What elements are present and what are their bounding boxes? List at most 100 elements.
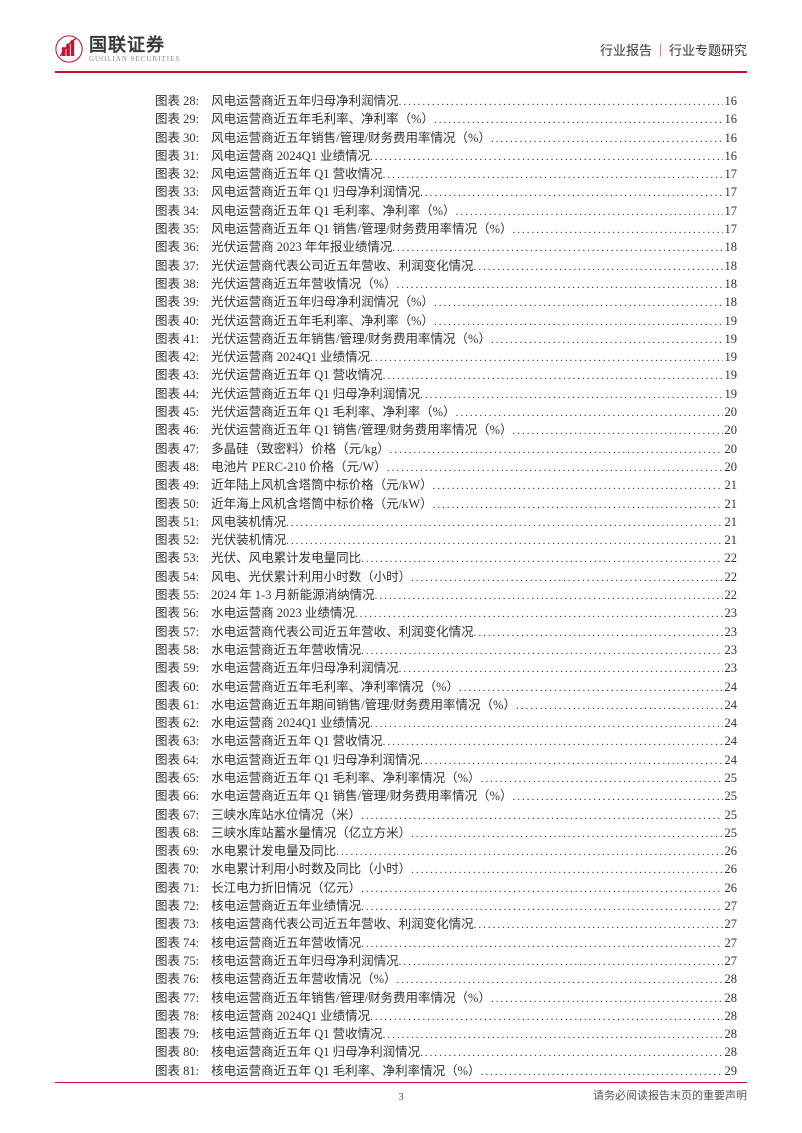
toc-label: 图表 51:: [155, 514, 199, 531]
toc-row: 图表 66:水电运营商近五年 Q1 销售/管理/财务费用率情况（%）25: [155, 788, 737, 806]
toc-row: 图表 53:光伏、风电累计发电量同比22: [155, 550, 737, 568]
toc-dots: [361, 808, 722, 825]
toc-dots: [434, 112, 722, 129]
toc-label: 图表 50:: [155, 496, 199, 513]
toc-page: 27: [723, 898, 738, 915]
toc-row: 图表 61:水电运营商近五年期间销售/管理/财务费用率情况（%）24: [155, 697, 737, 715]
toc-page: 16: [723, 148, 738, 165]
toc-dots: [361, 643, 722, 660]
toc-row: 图表 45:光伏运营商近五年 Q1 毛利率、净利率（%）20: [155, 404, 737, 422]
toc-row: 图表 44:光伏运营商近五年 Q1 归母净利润情况19: [155, 386, 737, 404]
toc-dots: [434, 314, 722, 331]
toc-row: 图表 78:核电运营商 2024Q1 业绩情况28: [155, 1008, 737, 1026]
toc-row: 图表 65:水电运营商近五年 Q1 毛利率、净利率情况（%）25: [155, 770, 737, 788]
toc-page: 21: [723, 496, 738, 513]
toc-label: 图表 55:: [155, 587, 199, 604]
toc-label: 图表 66:: [155, 788, 199, 805]
toc-dots: [420, 387, 722, 404]
toc-page: 16: [723, 130, 738, 147]
toc-dots: [456, 405, 723, 422]
toc-page: 20: [723, 441, 738, 458]
toc-page: 20: [723, 422, 738, 439]
toc-title: 水电运营商近五年 Q1 销售/管理/财务费用率情况（%）: [211, 788, 512, 805]
toc-label: 图表 80:: [155, 1044, 199, 1061]
header-right: 行业报告｜行业专题研究: [600, 40, 747, 59]
toc-row: 图表 40:光伏运营商近五年毛利率、净利率（%）19: [155, 313, 737, 331]
toc-title: 光伏运营商近五年营收情况（%）: [211, 276, 396, 293]
toc-row: 图表 37:光伏运营商代表公司近五年营收、利润变化情况18: [155, 258, 737, 276]
toc-label: 图表 28:: [155, 93, 199, 110]
footer-disclaimer: 请务必阅读报告末页的重要声明: [593, 1087, 747, 1103]
toc-title: 核电运营商近五年营收情况（%）: [211, 971, 396, 988]
toc-page: 25: [723, 807, 738, 824]
toc-dots: [361, 936, 722, 953]
toc-dots: [355, 606, 723, 623]
toc-label: 图表 54:: [155, 569, 199, 586]
toc-label: 图表 75:: [155, 953, 199, 970]
toc-row: 图表 58:水电运营商近五年营收情况23: [155, 642, 737, 660]
toc-label: 图表 60:: [155, 679, 199, 696]
toc-label: 图表 42:: [155, 349, 199, 366]
toc-page: 27: [723, 916, 738, 933]
toc-page: 19: [723, 349, 738, 366]
toc-dots: [370, 716, 722, 733]
toc-title: 光伏运营商 2023 年年报业绩情况: [211, 239, 392, 256]
toc-dots: [459, 680, 722, 697]
toc-row: 图表 42:光伏运营商 2024Q1 业绩情况19: [155, 349, 737, 367]
toc-label: 图表 59:: [155, 660, 199, 677]
toc-row: 图表 60:水电运营商近五年毛利率、净利率情况（%）24: [155, 679, 737, 697]
toc-label: 图表 69:: [155, 843, 199, 860]
toc-title: 2024 年 1-3 月新能源消纳情况: [211, 587, 375, 604]
toc-label: 图表 56:: [155, 605, 199, 622]
toc-label: 图表 47:: [155, 441, 199, 458]
toc-page: 24: [723, 697, 738, 714]
toc-title: 水电运营商近五年 Q1 营收情况: [211, 733, 383, 750]
toc-page: 23: [723, 605, 738, 622]
toc-title: 光伏装机情况: [211, 532, 286, 549]
toc-row: 图表 63:水电运营商近五年 Q1 营收情况24: [155, 733, 737, 751]
toc-row: 图表 57:水电运营商代表公司近五年营收、利润变化情况23: [155, 624, 737, 642]
toc-title: 水电运营商近五年 Q1 归母净利润情况: [211, 752, 420, 769]
toc-label: 图表 62:: [155, 715, 199, 732]
toc-title: 水电运营商近五年毛利率、净利率情况（%）: [211, 679, 459, 696]
toc-dots: [392, 240, 722, 257]
toc-dots: [383, 734, 723, 751]
toc-title: 水电累计利用小时数及同比（小时）: [211, 861, 411, 878]
toc-dots: [491, 131, 723, 148]
toc-dots: [383, 1027, 723, 1044]
toc-page: 17: [723, 221, 738, 238]
toc-label: 图表 29:: [155, 111, 199, 128]
toc-row: 图表 73: 核电运营商代表公司近五年营收、利润变化情况 27: [155, 916, 737, 934]
toc-title: 水电运营商近五年营收情况: [211, 642, 361, 659]
toc-row: 图表 49:近年陆上风机含塔筒中标价格（元/kW）21: [155, 477, 737, 495]
toc-row: 图表 39:光伏运营商近五年归母净利润情况（%）18: [155, 294, 737, 312]
toc-page: 20: [723, 404, 738, 421]
toc-dots: [411, 862, 722, 879]
toc-dots: [411, 570, 722, 587]
toc-dots: [397, 277, 723, 294]
toc-row: 图表 75:核电运营商近五年归母净利润情况27: [155, 953, 737, 971]
toc-row: 图表 69:水电累计发电量及同比26: [155, 843, 737, 861]
toc-label: 图表 67:: [155, 807, 199, 824]
toc-page: 25: [723, 770, 738, 787]
toc-label: 图表 58:: [155, 642, 199, 659]
toc-dots: [420, 1045, 722, 1062]
toc-row: 图表 46:光伏运营商近五年 Q1 销售/管理/财务费用率情况（%）20: [155, 422, 737, 440]
toc-title: 光伏运营商代表公司近五年营收、利润变化情况: [211, 258, 474, 275]
toc-label: 图表 73:: [155, 916, 199, 933]
toc-page: 16: [723, 111, 738, 128]
toc-dots: [434, 295, 722, 312]
toc-row: 图表 76:核电运营商近五年营收情况（%）28: [155, 971, 737, 989]
toc-title: 核电运营商代表公司近五年营收、利润变化情况: [211, 916, 474, 933]
toc-row: 图表 77:核电运营商近五年销售/管理/财务费用率情况（%）28: [155, 990, 737, 1008]
toc-label: 图表 74:: [155, 935, 199, 952]
header-divider-icon: ｜: [654, 43, 667, 58]
toc-title: 光伏运营商近五年销售/管理/财务费用率情况（%）: [211, 331, 491, 348]
toc-label: 图表 81:: [155, 1063, 199, 1080]
toc-row: 图表 72:核电运营商近五年业绩情况27: [155, 898, 737, 916]
toc-title: 水电运营商 2023 业绩情况: [211, 605, 355, 622]
toc-title: 风电运营商近五年毛利率、净利率（%）: [211, 111, 434, 128]
toc-page: 28: [723, 1026, 738, 1043]
toc-dots: [516, 698, 723, 715]
toc-page: 17: [723, 166, 738, 183]
